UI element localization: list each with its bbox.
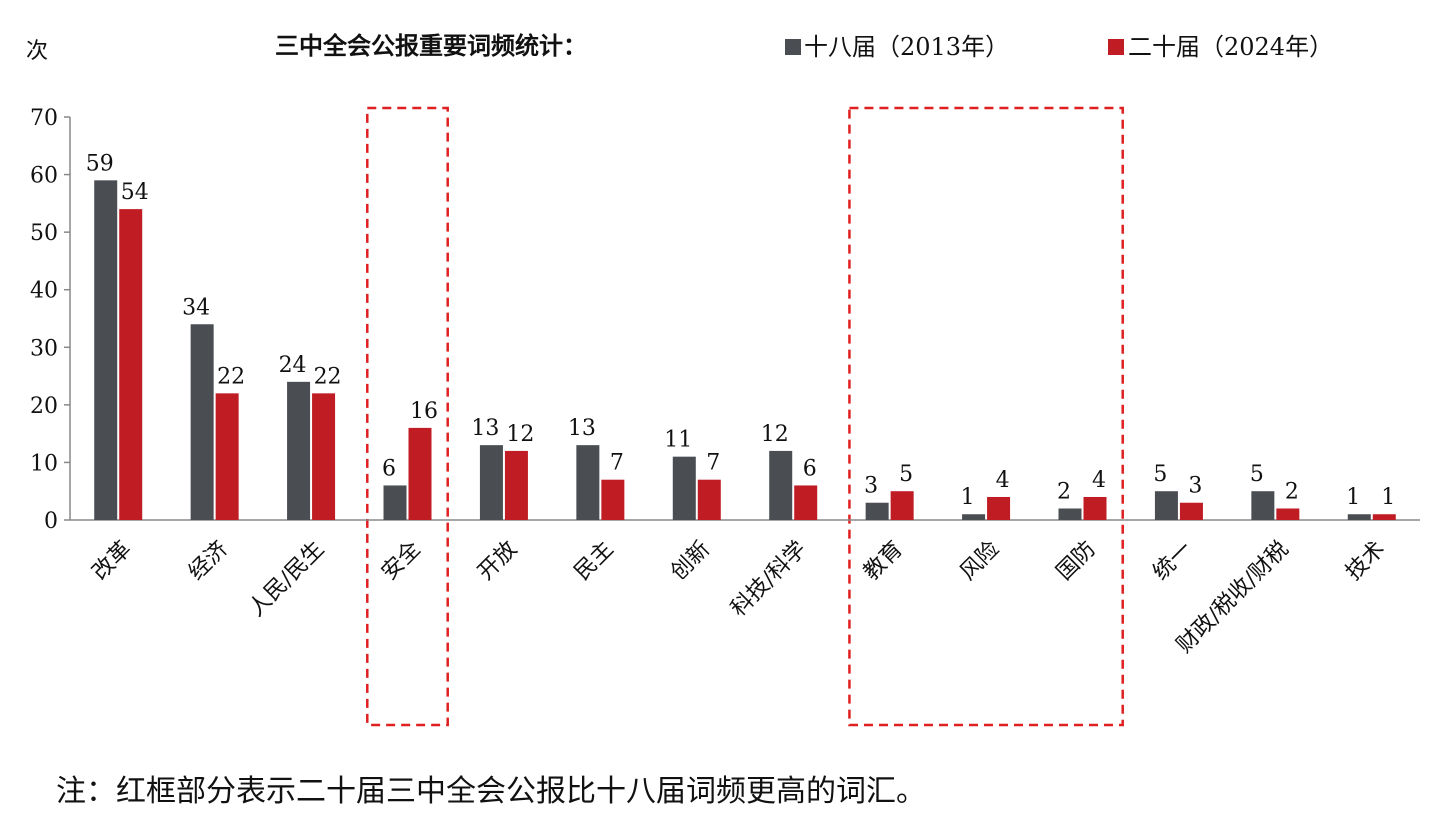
category-label: 国防 (1052, 537, 1101, 586)
category-label: 人民/民生 (244, 537, 329, 622)
legend-label-series-1: 十八届（2013年） (804, 33, 1009, 61)
data-label: 54 (121, 180, 149, 205)
bar-series-2 (987, 496, 1011, 520)
legend: 十八届（2013年） 二十届（2024年） (785, 33, 1333, 61)
bar-series-1 (1058, 508, 1082, 520)
data-label: 2 (1285, 479, 1299, 504)
data-label: 22 (314, 364, 342, 389)
data-label: 59 (86, 151, 114, 176)
bar-series-1 (479, 445, 503, 520)
category-label: 民主 (570, 537, 619, 586)
bar-series-2 (1179, 502, 1203, 520)
y-axis-label: 次 (26, 39, 48, 64)
legend-swatch-series-1 (785, 39, 801, 55)
bar-series-1 (190, 324, 214, 520)
bar-series-2 (890, 491, 914, 520)
bar-series-2 (312, 393, 336, 520)
highlight-box (366, 106, 449, 727)
y-tick-label: 30 (30, 336, 58, 361)
data-label: 2 (1057, 479, 1071, 504)
bars (94, 180, 1396, 521)
bar-series-2 (215, 393, 239, 520)
bar-series-2 (1372, 514, 1396, 520)
y-tick-label: 70 (30, 106, 58, 131)
category-label: 风险 (956, 537, 1005, 586)
footnote: 注：红框部分表示二十届三中全会公报比十八届词频更高的词汇。 (56, 774, 926, 809)
bar-series-2 (697, 479, 721, 520)
bar-series-2 (408, 427, 432, 520)
bar-series-2 (794, 485, 818, 520)
axes: 0 10 20 30 40 50 60 70 (30, 106, 1420, 534)
category-label: 技术 (1341, 537, 1390, 586)
bar-series-2 (119, 209, 143, 520)
bar-series-1 (962, 514, 986, 520)
bar-series-2 (1083, 496, 1107, 520)
data-label: 13 (568, 416, 596, 441)
category-label: 开放 (473, 537, 522, 586)
data-label: 4 (1092, 468, 1106, 493)
data-label: 34 (182, 295, 210, 320)
data-label: 22 (217, 364, 245, 389)
category-label: 经济 (184, 537, 233, 586)
data-label: 16 (410, 399, 438, 424)
bar-series-1 (94, 180, 118, 521)
data-label: 7 (610, 451, 624, 476)
data-label: 12 (761, 422, 789, 447)
data-label: 6 (803, 456, 817, 481)
bar-series-1 (672, 456, 696, 520)
bar-series-1 (1347, 514, 1371, 520)
bar-series-1 (1251, 491, 1275, 520)
bar-series-1 (383, 485, 407, 520)
category-label: 改革 (88, 537, 137, 586)
data-label: 5 (899, 462, 913, 487)
category-label: 统一 (1148, 537, 1197, 586)
y-tick-label: 50 (30, 221, 58, 246)
bar-series-1 (865, 502, 889, 520)
data-label: 1 (1346, 485, 1360, 510)
y-tick-label: 0 (44, 509, 58, 534)
data-label: 3 (864, 474, 878, 499)
category-label: 科技/科学 (726, 537, 811, 622)
data-label: 12 (506, 422, 534, 447)
data-label: 3 (1188, 474, 1202, 499)
legend-label-series-2: 二十届（2024年） (1128, 33, 1333, 61)
highlight-box (848, 106, 1124, 727)
data-label: 13 (471, 416, 499, 441)
bar-series-2 (1276, 508, 1300, 520)
data-label: 1 (1381, 485, 1395, 510)
data-label: 1 (961, 485, 975, 510)
data-label: 24 (279, 353, 307, 378)
data-label: 7 (706, 451, 720, 476)
category-label: 教育 (859, 537, 908, 586)
bar-series-2 (601, 479, 625, 520)
highlight-boxes (366, 106, 1124, 727)
y-tick-label: 20 (30, 394, 58, 419)
data-label: 5 (1250, 462, 1264, 487)
bar-series-1 (287, 381, 311, 520)
legend-swatch-series-2 (1108, 39, 1124, 55)
bar-series-2 (504, 450, 528, 520)
data-label: 4 (996, 468, 1010, 493)
category-label: 创新 (666, 537, 715, 586)
data-label: 6 (382, 456, 396, 481)
bar-series-1 (1154, 491, 1178, 520)
y-tick-label: 10 (30, 451, 58, 476)
bar-series-1 (576, 445, 600, 520)
category-label: 安全 (377, 537, 426, 586)
chart-title: 三中全会公报重要词频统计： (275, 31, 587, 60)
data-label: 5 (1153, 462, 1167, 487)
y-tick-label: 60 (30, 164, 58, 189)
y-tick-label: 40 (30, 279, 58, 304)
data-label: 11 (664, 428, 692, 453)
bar-series-1 (769, 450, 793, 520)
